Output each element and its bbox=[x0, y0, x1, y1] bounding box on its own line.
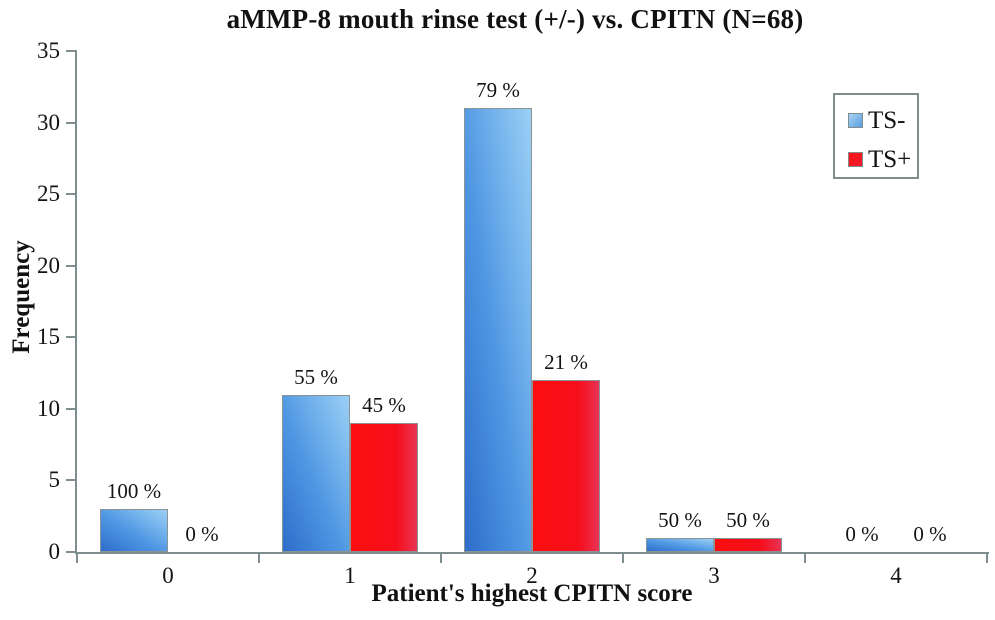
x-tick-label: 4 bbox=[890, 563, 902, 588]
legend-swatch-ts-minus-icon bbox=[848, 113, 863, 128]
data-label-ts-minus-cpitn-4: 0 % bbox=[845, 522, 879, 546]
x-tick bbox=[622, 554, 624, 563]
y-tick bbox=[66, 193, 75, 196]
data-label-ts-plus-cpitn-3: 50 % bbox=[726, 507, 770, 532]
x-tick bbox=[440, 554, 442, 563]
data-label-ts-minus-cpitn-0: 100 % bbox=[106, 479, 162, 504]
data-label-ts-minus-cpitn-3: 50 % bbox=[658, 507, 702, 532]
x-tick bbox=[986, 554, 988, 563]
y-tick bbox=[66, 121, 75, 124]
y-tick bbox=[66, 50, 75, 52]
chart-title: aMMP-8 mouth rinse test (+/-) vs. CPITN … bbox=[226, 4, 804, 34]
x-tick-label: 0 bbox=[162, 563, 174, 588]
legend-item-ts-minus: TS- bbox=[848, 104, 917, 137]
y-tick-label: 30 bbox=[37, 109, 60, 135]
y-tick-label: 10 bbox=[37, 395, 60, 421]
x-tick-label: 1 bbox=[344, 563, 356, 588]
bar-ts-minus-cpitn-3 bbox=[646, 537, 714, 552]
y-tick-label: 5 bbox=[48, 467, 61, 493]
y-tick-label: 0 bbox=[48, 539, 61, 564]
data-label-ts-plus-cpitn-0: 0 % bbox=[185, 522, 219, 546]
legend: TS- TS+ bbox=[833, 93, 919, 179]
bar-ts-minus-cpitn-0 bbox=[100, 509, 168, 552]
bar-ts-minus-cpitn-2 bbox=[464, 108, 532, 552]
y-tick bbox=[66, 479, 75, 482]
x-tick bbox=[76, 554, 78, 563]
y-tick-label: 20 bbox=[37, 252, 60, 278]
bar-ts-plus-cpitn-3 bbox=[714, 537, 782, 552]
y-tick-label: 35 bbox=[37, 38, 60, 63]
bar-ts-plus-cpitn-2 bbox=[532, 380, 600, 552]
y-tick bbox=[66, 551, 75, 553]
y-tick-label: 25 bbox=[37, 181, 60, 207]
x-tick-label: 2 bbox=[526, 563, 538, 588]
legend-label-ts-minus: TS- bbox=[868, 106, 906, 134]
data-label-ts-plus-cpitn-4: 0 % bbox=[913, 522, 947, 546]
x-axis-line bbox=[75, 552, 989, 554]
y-tick-label: 15 bbox=[37, 324, 60, 350]
x-tick-label: 3 bbox=[708, 563, 720, 588]
data-label-ts-plus-cpitn-1: 45 % bbox=[362, 393, 406, 418]
legend-item-ts-plus: TS+ bbox=[848, 143, 917, 176]
legend-label-ts-plus: TS+ bbox=[868, 145, 912, 173]
bar-ts-plus-cpitn-1 bbox=[350, 423, 418, 552]
data-label-ts-minus-cpitn-2: 79 % bbox=[476, 78, 520, 103]
y-axis-line bbox=[75, 50, 77, 554]
x-tick bbox=[804, 554, 806, 563]
legend-swatch-ts-plus-icon bbox=[848, 152, 863, 167]
y-tick bbox=[66, 264, 75, 267]
x-axis-title: Patient's highest CPITN score bbox=[371, 580, 693, 607]
bar-ts-minus-cpitn-1 bbox=[282, 394, 350, 552]
y-tick bbox=[66, 407, 75, 410]
x-tick bbox=[258, 554, 260, 563]
data-label-ts-minus-cpitn-1: 55 % bbox=[294, 364, 338, 389]
y-tick bbox=[66, 336, 75, 339]
data-label-ts-plus-cpitn-2: 21 % bbox=[544, 350, 588, 375]
